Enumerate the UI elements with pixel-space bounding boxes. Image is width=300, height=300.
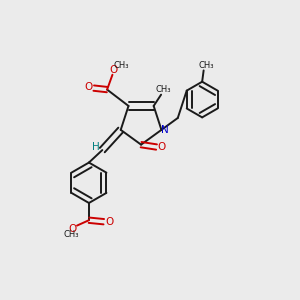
Text: O: O — [84, 82, 92, 92]
Text: O: O — [157, 142, 165, 152]
Text: CH₃: CH₃ — [113, 61, 128, 70]
Text: O: O — [105, 217, 113, 227]
Text: CH₃: CH₃ — [63, 230, 79, 239]
Text: H: H — [92, 142, 100, 152]
Text: CH₃: CH₃ — [156, 85, 171, 94]
Text: CH₃: CH₃ — [199, 61, 214, 70]
Text: O: O — [68, 224, 77, 233]
Text: O: O — [109, 65, 117, 75]
Text: N: N — [161, 125, 169, 135]
